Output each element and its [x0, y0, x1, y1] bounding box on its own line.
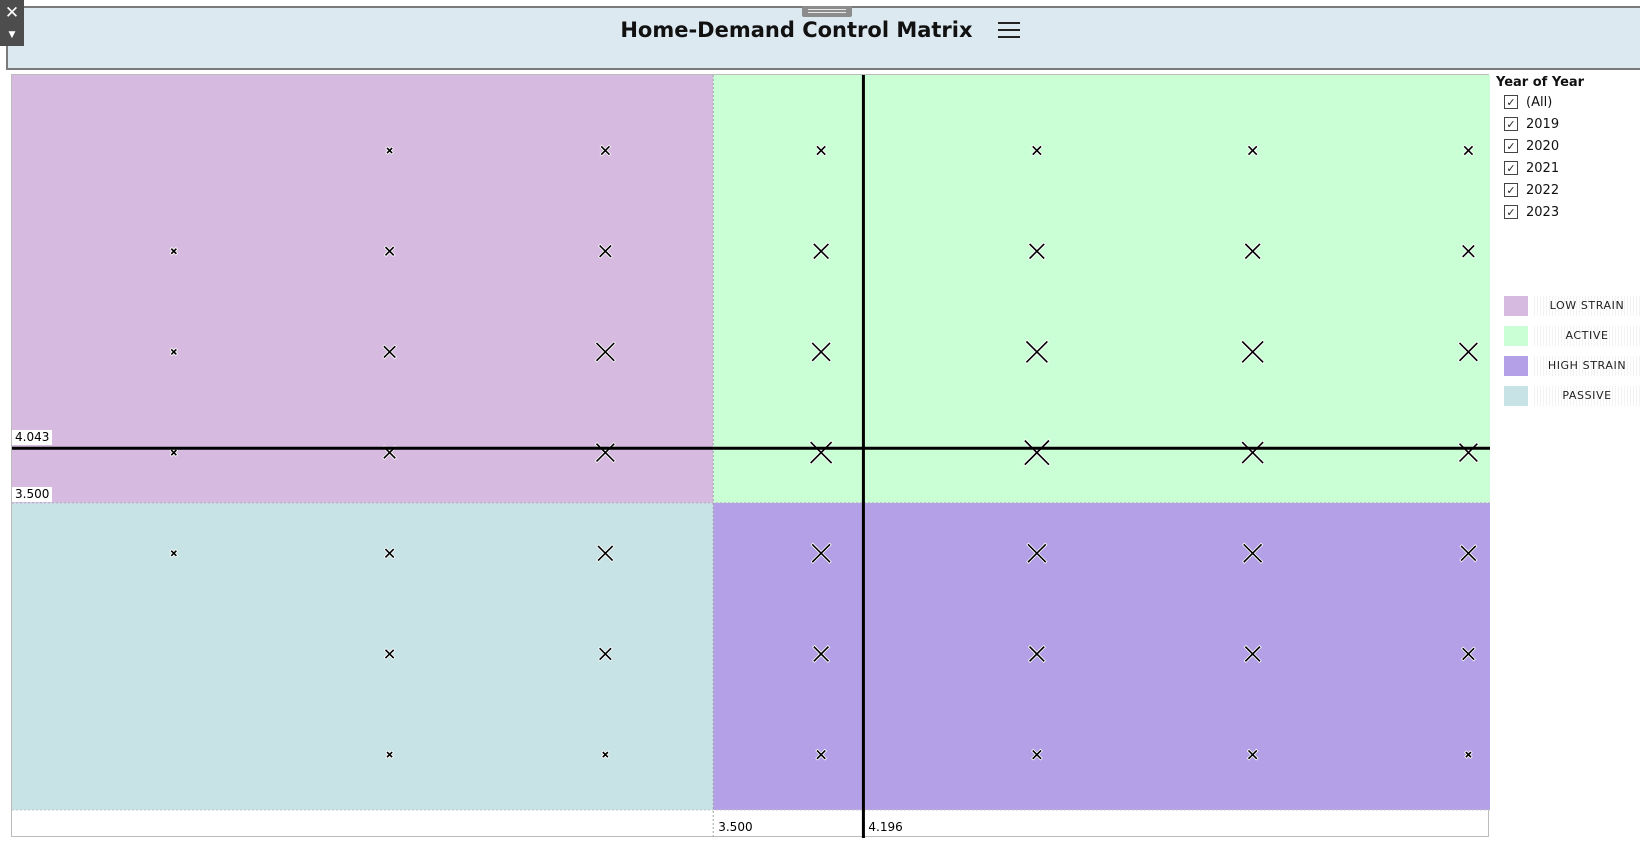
split-line-vertical-label: 3.500 [715, 820, 756, 835]
year-filter-option-label: (All) [1526, 95, 1553, 110]
scatter-point [810, 341, 832, 363]
year-filter-option-label: 2023 [1526, 205, 1560, 220]
year-filter-option-label: 2020 [1526, 139, 1560, 154]
scatter-point [1459, 544, 1478, 563]
title-container: Home-Demand Control Matrix [0, 18, 1640, 42]
quadrant-active [713, 75, 1490, 503]
scatter-point [815, 748, 827, 761]
scatter-point [1027, 242, 1046, 261]
legend-label: LOW STRAIN [1534, 296, 1640, 316]
scatter-point [169, 246, 179, 256]
scatter-point [599, 144, 612, 157]
caret-down-icon[interactable]: ▼ [8, 30, 16, 40]
scatter-point [385, 750, 394, 759]
year-filter-title: Year of Year [1496, 75, 1585, 90]
scatter-point [1031, 748, 1043, 761]
legend-swatch [1504, 326, 1528, 346]
scatter-point [383, 648, 396, 660]
hamburger-menu-icon[interactable] [997, 22, 1020, 38]
legend-swatch [1504, 386, 1528, 406]
matrix-chart: 4.043 3.500 3.500 4.196 [11, 74, 1490, 838]
drag-grip-icon[interactable] [802, 6, 852, 17]
reference-line-horizontal-label: 4.043 [12, 430, 53, 446]
checkbox[interactable]: ✓ [1504, 117, 1518, 131]
legend-swatch [1504, 356, 1528, 376]
scatter-point [808, 440, 834, 465]
scatter-point [169, 347, 179, 357]
scatter-point [601, 750, 610, 759]
checkbox[interactable]: ✓ [1504, 205, 1518, 219]
scatter-point [1027, 644, 1046, 663]
checkbox[interactable]: ✓ [1504, 183, 1518, 197]
scatter-point [1246, 144, 1259, 157]
scatter-point [1460, 646, 1476, 662]
legend-item[interactable]: HIGH STRAIN [1504, 354, 1640, 384]
scatter-point [1240, 339, 1265, 365]
year-filter-option[interactable]: ✓ 2022 [1496, 180, 1640, 202]
scatter-point [1026, 542, 1048, 564]
matrix-chart-svg [12, 75, 1490, 838]
scatter-point [812, 242, 831, 261]
checkbox[interactable]: ✓ [1504, 161, 1518, 175]
scatter-point [383, 245, 396, 258]
quadrant-high-strain [713, 502, 1490, 810]
year-filter-option-label: 2019 [1526, 117, 1560, 132]
quadrant-passive [12, 502, 714, 810]
scatter-point [810, 542, 832, 564]
year-filter-option-label: 2022 [1526, 183, 1560, 198]
scatter-point [1240, 440, 1265, 465]
scatter-point [815, 144, 827, 157]
year-filter-option-label: 2021 [1526, 161, 1560, 176]
legend-label: ACTIVE [1534, 326, 1640, 346]
quadrant-low-strain [12, 75, 714, 503]
legend-item[interactable]: LOW STRAIN [1504, 294, 1640, 324]
checkbox[interactable]: ✓ [1504, 95, 1518, 109]
legend-label: HIGH STRAIN [1534, 356, 1640, 376]
scatter-point [596, 544, 615, 563]
scatter-point [169, 548, 179, 558]
scatter-point [1031, 144, 1043, 157]
window-control-strip: ✕ ▼ [0, 0, 24, 46]
scatter-point [1464, 750, 1473, 759]
legend-swatch [1504, 296, 1528, 316]
scatter-point [1246, 748, 1259, 761]
scatter-point [1023, 438, 1051, 467]
scatter-point [812, 644, 831, 663]
scatter-point [382, 344, 398, 360]
close-icon[interactable]: ✕ [4, 3, 20, 23]
scatter-point [385, 146, 394, 155]
scatter-point [1460, 243, 1476, 259]
legend-label: PASSIVE [1534, 386, 1640, 406]
scatter-point [1024, 339, 1050, 365]
scatter-point [1457, 341, 1480, 363]
reference-line-vertical-label: 4.196 [865, 820, 906, 835]
scatter-point [1243, 644, 1262, 663]
scatter-point [169, 448, 179, 457]
scatter-point [597, 243, 613, 259]
scatter-point [597, 646, 613, 662]
legend-item[interactable]: PASSIVE [1504, 384, 1640, 414]
quadrant-legend: LOW STRAIN ACTIVE HIGH STRAIN PASSIVE [1504, 294, 1640, 414]
scatter-point [1462, 144, 1475, 157]
checkbox[interactable]: ✓ [1504, 139, 1518, 153]
scatter-point [1243, 242, 1262, 261]
page-title: Home-Demand Control Matrix [620, 18, 973, 42]
year-filter-option[interactable]: ✓ 2020 [1496, 136, 1640, 158]
legend-item[interactable]: ACTIVE [1504, 324, 1640, 354]
year-filter-option[interactable]: ✓ (All) [1496, 92, 1640, 114]
year-filter-option[interactable]: ✓ 2019 [1496, 114, 1640, 136]
year-filter-option[interactable]: ✓ 2021 [1496, 158, 1640, 180]
scatter-point [383, 547, 396, 560]
split-line-horizontal-label: 3.500 [12, 486, 53, 502]
year-filter: Year of Year ✓ (All) ✓ 2019 ✓ 2020 ✓ 2021 ✓ 2022 ✓… [1496, 74, 1640, 224]
scatter-point [1242, 542, 1264, 564]
year-filter-option[interactable]: ✓ 2023 [1496, 202, 1640, 224]
scatter-point [594, 341, 616, 363]
